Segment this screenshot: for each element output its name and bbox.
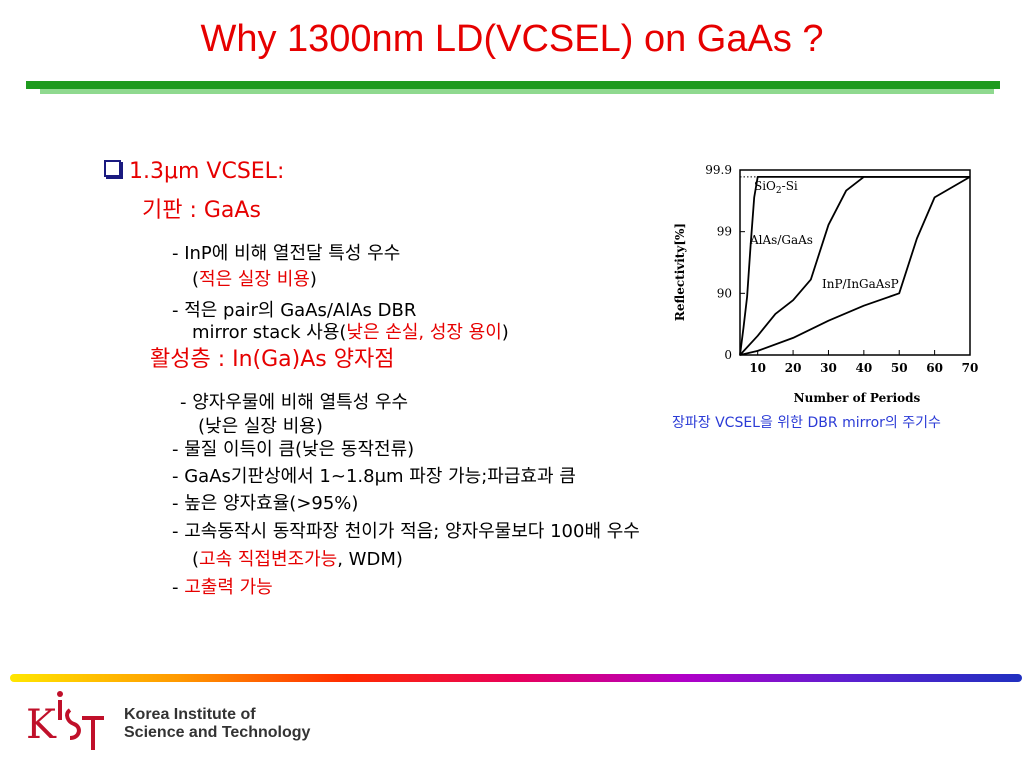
pair-line: - 적은 pair의 GaAs/AlAs DBR (172, 300, 417, 321)
y-tick-label: 99.9 (705, 163, 732, 177)
chart-caption: 장파장 VCSEL을 위한 DBR mirror의 주기수 (672, 415, 941, 431)
qd-line-5: - 높은 양자효율(>95%) (172, 493, 359, 514)
x-tick-label: 10 (749, 361, 766, 375)
page-title: Why 1300nm LD(VCSEL) on GaAs ? (200, 18, 824, 60)
x-tick-label: 40 (855, 361, 872, 375)
wdm-open: ( (192, 549, 200, 570)
x-tick-label: 60 (926, 361, 943, 375)
y-tick-label: 99 (717, 225, 732, 239)
substrate-label: 기판 : GaAs (142, 198, 261, 223)
x-tick-label: 70 (962, 361, 979, 375)
mirror-line: mirror stack 사용(낮은 손실, 성장 용이) (192, 322, 509, 344)
paren-open: ( (192, 269, 200, 290)
org-line-1: Korea Institute of (124, 706, 256, 723)
series-label-sio2-si: SiO2-Si (754, 179, 798, 196)
title-underline-dark (26, 81, 1000, 89)
mirror-close: ) (501, 322, 509, 343)
org-line-2: Science and Technology (124, 724, 311, 741)
series-label-alas-gaas: AlAs/GaAs (749, 233, 813, 247)
mirror-red: 낮은 손실, 성장 용이 (346, 322, 502, 343)
kist-logo-dot (57, 691, 63, 697)
y-tick-label: 90 (717, 286, 732, 300)
high-power-red: 고출력 가능 (184, 577, 273, 598)
y-tick-label: 0 (724, 348, 732, 362)
series-label-inp-ingaasp: InP/InGaAsP (822, 277, 899, 291)
qd-line-3: - 물질 이득이 큼(낮은 동작전류) (172, 439, 415, 460)
chart-x-axis-label: Number of Periods (794, 391, 921, 405)
kist-logo-k: K (26, 702, 57, 748)
paren-close: ) (309, 269, 317, 290)
title-underline-light (40, 89, 994, 94)
series-line-0 (739, 176, 970, 356)
series-line-2 (739, 176, 971, 356)
series-line-1 (739, 176, 970, 356)
chart-series-group (739, 176, 971, 356)
footer-rainbow-bar (10, 674, 1022, 682)
chart-frame (739, 169, 971, 356)
inp-paren-line: (적은 실장 비용) (192, 269, 317, 291)
inp-paren-red: 적은 실장 비용 (199, 269, 310, 290)
chart-plot-border (739, 169, 971, 356)
high-power-dash: - (172, 577, 185, 598)
mirror-prefix: mirror stack 사용( (192, 322, 347, 343)
active-layer-heading: 활성층 : In(Ga)As 양자점 (150, 347, 395, 372)
kist-logo-s (65, 708, 81, 740)
organization-name: Korea Institute of Science and Technolog… (124, 706, 310, 742)
x-tick-label: 50 (891, 361, 908, 375)
high-power-line: - 고출력 가능 (172, 577, 273, 599)
wdm-line: (고속 직접변조가능, WDM) (192, 549, 403, 571)
chart-ticks-group: 0 90 99 99.9 10 20 30 40 50 60 70 (705, 163, 978, 375)
chart-y-axis-label: Reflectivity[%] (673, 223, 687, 321)
wdm-rest: , WDM) (337, 549, 403, 570)
qd-line-4: - GaAs기판상에서 1~1.8μm 파장 가능;파급효과 큼 (172, 466, 576, 487)
kist-logo-t-stem (91, 716, 95, 750)
inp-line: - InP에 비해 열전달 특성 우수 (172, 243, 401, 264)
qd-line-6: - 고속동작시 동작파장 천이가 적음; 양자우물보다 100배 우수 (172, 521, 640, 542)
section1-heading: 1.3μm VCSEL: (129, 159, 285, 184)
kist-logo: K (26, 691, 104, 750)
checkbox-bullet-icon (104, 160, 121, 177)
section1-heading-row: 1.3μm VCSEL: (104, 160, 284, 183)
qd-line-2: (낮은 실장 비용) (198, 416, 323, 437)
wdm-red: 고속 직접변조가능 (199, 549, 338, 570)
kist-logo-i (58, 700, 62, 720)
x-tick-label: 30 (820, 361, 837, 375)
x-tick-label: 20 (785, 361, 802, 375)
qd-line-1: - 양자우물에 비해 열특성 우수 (180, 392, 409, 413)
